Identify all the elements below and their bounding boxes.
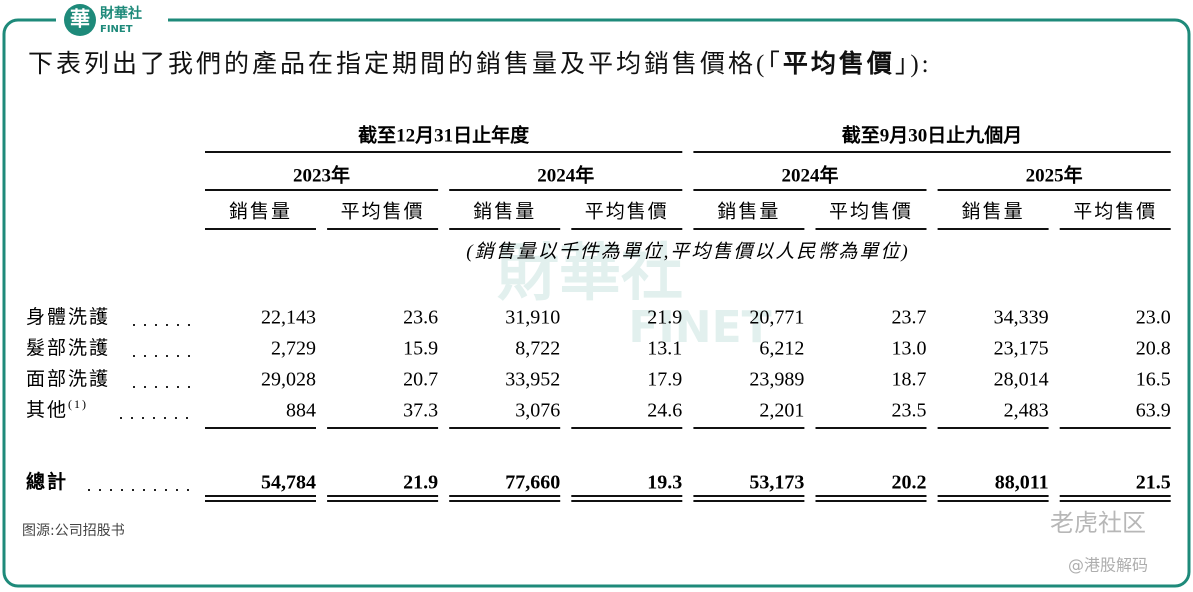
cell: 13.1 bbox=[647, 338, 682, 360]
cell: 20,771 bbox=[749, 307, 804, 329]
sub-header: 平均售價 bbox=[1073, 200, 1157, 222]
logo-name: 財華社 bbox=[99, 5, 142, 22]
cell: 37.3 bbox=[403, 400, 438, 422]
row-label: 其他(1) bbox=[26, 397, 88, 422]
cell: 17.9 bbox=[647, 369, 682, 391]
logo-circle bbox=[64, 4, 96, 36]
watermark: 財華社 bbox=[497, 239, 683, 308]
sub-header: 銷售量 bbox=[717, 200, 780, 222]
cell: 8,722 bbox=[515, 338, 560, 360]
year-header: 2024年 bbox=[537, 163, 594, 186]
cell: 54,784 bbox=[261, 472, 316, 494]
cell: 3,076 bbox=[515, 400, 560, 422]
cell: 20.8 bbox=[1136, 338, 1171, 360]
cell: 2,201 bbox=[759, 400, 804, 422]
row-label-text: 髮部洗護 bbox=[26, 337, 110, 359]
cell: 23.5 bbox=[892, 400, 927, 422]
cell: 29,028 bbox=[261, 369, 316, 391]
cell: 63.9 bbox=[1136, 400, 1171, 422]
cell: 77,660 bbox=[505, 472, 560, 494]
sub-header: 平均售價 bbox=[341, 200, 425, 222]
cell: 13.0 bbox=[892, 338, 927, 360]
cell: 24.6 bbox=[647, 400, 682, 422]
cell: 21.9 bbox=[403, 472, 438, 494]
source: 图源:公司招股书 bbox=[22, 523, 125, 539]
footnote: (1) bbox=[68, 397, 88, 411]
logo-sub: FINET bbox=[100, 24, 133, 35]
cell: 53,173 bbox=[749, 472, 804, 494]
row-label-text: 身體洗護 bbox=[26, 306, 110, 328]
row-label: 身體洗護 bbox=[26, 306, 110, 328]
row-label-text: 總計 bbox=[26, 470, 68, 493]
intro-part: 下表列出了我們的產品在指定期間的銷售量及平均銷售價格(「 bbox=[28, 50, 783, 78]
cell: 34,339 bbox=[994, 307, 1049, 329]
cell: 6,212 bbox=[759, 338, 804, 360]
cell: 23.6 bbox=[403, 307, 438, 329]
cell: 2,729 bbox=[271, 338, 316, 360]
row-label: 髮部洗護 bbox=[26, 337, 110, 359]
cell: 88,011 bbox=[995, 472, 1049, 494]
cell: 884 bbox=[286, 400, 316, 422]
row-label: 面部洗護 bbox=[26, 368, 110, 390]
cell: 16.5 bbox=[1136, 369, 1171, 391]
cell: 33,952 bbox=[505, 369, 560, 391]
frame bbox=[2, 18, 1191, 588]
watermark: 老虎社区 bbox=[1050, 509, 1146, 537]
sub-header: 平均售價 bbox=[585, 200, 669, 222]
unit-note: (銷售量以千件為單位,平均售價以人民幣為單位) bbox=[466, 240, 909, 262]
year-header: 2024年 bbox=[781, 163, 838, 186]
cell: 15.9 bbox=[403, 338, 438, 360]
cell: 23.7 bbox=[892, 307, 927, 329]
cell: 20.2 bbox=[892, 472, 927, 494]
cell: 23,175 bbox=[994, 338, 1049, 360]
row-label-text: 其他 bbox=[26, 399, 68, 421]
period-header: 截至12月31日止年度 bbox=[358, 123, 530, 146]
sub-header: 平均售價 bbox=[829, 200, 913, 222]
cell: 22,143 bbox=[261, 307, 316, 329]
sub-header: 銷售量 bbox=[229, 200, 292, 222]
sub-header: 銷售量 bbox=[473, 200, 536, 222]
cell: 2,483 bbox=[1004, 400, 1049, 422]
watermark: @港股解码 bbox=[1068, 556, 1148, 575]
row-label-text: 面部洗護 bbox=[26, 368, 110, 390]
row-label: 總計 bbox=[26, 470, 68, 493]
intro-part: 平均售價 bbox=[783, 49, 895, 78]
cell: 23,989 bbox=[749, 369, 804, 391]
intro-part: 」): bbox=[895, 51, 932, 78]
period-header: 截至9月30日止九個月 bbox=[842, 123, 1023, 146]
year-header: 2023年 bbox=[293, 163, 350, 186]
cell: 31,910 bbox=[505, 307, 560, 329]
cell: 28,014 bbox=[994, 369, 1049, 391]
cell: 20.7 bbox=[403, 369, 438, 391]
cell: 21.9 bbox=[647, 307, 682, 329]
watermark: FINET bbox=[628, 302, 771, 353]
sub-header: 銷售量 bbox=[962, 200, 1025, 222]
cell: 21.5 bbox=[1136, 472, 1171, 494]
year-header: 2025年 bbox=[1026, 163, 1083, 186]
cell: 23.0 bbox=[1136, 307, 1171, 329]
intro: 下表列出了我們的產品在指定期間的銷售量及平均銷售價格(「平均售價」): bbox=[28, 49, 932, 78]
cell: 18.7 bbox=[892, 369, 927, 391]
cell: 19.3 bbox=[647, 472, 682, 494]
logo-mark: 華 bbox=[70, 8, 90, 31]
